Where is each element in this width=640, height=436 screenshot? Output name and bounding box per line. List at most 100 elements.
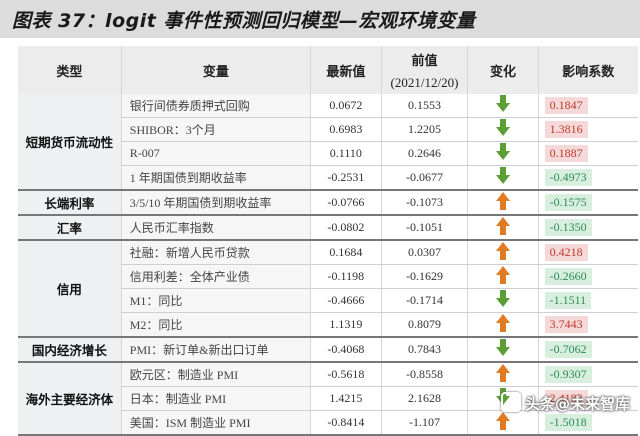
group-label: 短期货币流动性 xyxy=(18,94,122,191)
change-cell xyxy=(467,264,539,289)
prev-value: -1.107 xyxy=(380,410,468,436)
watermark-text: 头条@未来智库 xyxy=(524,395,630,413)
variable-cell: 人民币汇率指数 xyxy=(120,215,311,241)
variable-cell: M2：同比 xyxy=(120,312,311,338)
change-cell xyxy=(467,94,539,118)
change-cell xyxy=(467,190,539,216)
arrow-up-icon xyxy=(495,364,510,382)
impact-cell: 0.1847 xyxy=(537,94,638,118)
latest-value: -0.2531 xyxy=(310,165,382,191)
variable-cell: M1：同比 xyxy=(120,288,311,313)
arrow-down-icon xyxy=(495,167,510,185)
latest-value: 1.4215 xyxy=(310,386,382,411)
table-row: R-007 0.1110 0.2646 0.1887 xyxy=(18,141,638,166)
impact-value: -0.4973 xyxy=(544,169,592,186)
variable-cell: 信用利差：全体产业债 xyxy=(120,264,311,289)
impact-cell: -0.7062 xyxy=(537,337,638,363)
latest-value: -0.0802 xyxy=(310,215,382,241)
change-cell xyxy=(467,410,539,436)
impact-value: 2.4183 xyxy=(544,390,588,407)
prev-value: 0.1553 xyxy=(380,94,468,118)
latest-value: 0.0672 xyxy=(310,94,382,118)
prev-value: 1.2205 xyxy=(380,117,468,142)
latest-value: 0.1110 xyxy=(310,141,382,166)
prev-value: -0.1051 xyxy=(380,215,468,241)
variable-cell: R-007 xyxy=(120,141,311,166)
table-row: 长端利率 3/5/10 年期国债到期收益率 -0.0766 -0.1073 -0.157… xyxy=(18,190,638,216)
arrow-up-icon xyxy=(495,242,510,260)
variable-cell: 1 年期国债到期收益率 xyxy=(120,165,311,191)
impact-value: 0.4218 xyxy=(544,244,588,261)
variable-cell: 银行间债券质押式回购 xyxy=(120,94,311,118)
header-prev: 前值 (2021/12/20) xyxy=(380,46,468,94)
impact-cell: -0.2660 xyxy=(537,264,638,289)
arrow-up-icon xyxy=(495,314,510,332)
impact-value: 3.7443 xyxy=(544,316,588,333)
arrow-up-icon xyxy=(495,192,510,210)
variable-cell: 美国：ISM 制造业 PMI xyxy=(120,410,311,436)
impact-cell: -1.1511 xyxy=(537,288,638,313)
arrow-up-icon xyxy=(495,266,510,284)
prev-value: -0.1714 xyxy=(380,288,468,313)
latest-value: -0.1198 xyxy=(310,264,382,289)
prev-value: -0.1073 xyxy=(380,190,468,216)
figure-title: 图表 37：logit 事件性预测回归模型—宏观环境变量 xyxy=(12,10,476,32)
variable-cell: 日本：制造业 PMI xyxy=(120,386,311,411)
impact-cell: 0.4218 xyxy=(537,240,638,265)
header-type: 类型 xyxy=(18,46,122,94)
impact-cell: -0.4973 xyxy=(537,165,638,191)
impact-cell: -1.5018 xyxy=(537,410,638,436)
table-row: M2：同比 1.1319 0.8079 3.7443 xyxy=(18,312,638,338)
latest-value: -0.4666 xyxy=(310,288,382,313)
impact-cell: -0.1575 xyxy=(537,190,638,216)
arrow-down-icon xyxy=(495,290,510,308)
group-label: 汇率 xyxy=(18,215,122,241)
table-row: SHIBOR：3个月 0.6983 1.2205 1.3816 xyxy=(18,117,638,142)
variable-cell: 欧元区：制造业 PMI xyxy=(120,362,311,387)
impact-value: 0.1847 xyxy=(544,97,588,114)
table-row: 海外主要经济体 欧元区：制造业 PMI -0.5618 -0.8558 -0.9307 xyxy=(18,362,638,436)
latest-value: 0.1684 xyxy=(310,240,382,265)
header-change: 变化 xyxy=(467,46,539,94)
header-prev-label: 前值 xyxy=(411,53,438,69)
header-impact: 影响系数 xyxy=(537,46,638,94)
prev-value: -0.8558 xyxy=(380,362,468,387)
impact-value: -0.7062 xyxy=(544,341,592,358)
impact-value: -0.9307 xyxy=(544,366,592,383)
header-latest: 最新值 xyxy=(310,46,382,94)
change-cell xyxy=(467,165,539,191)
impact-cell: 0.1887 xyxy=(537,141,638,166)
impact-cell: 3.7443 xyxy=(537,312,638,338)
impact-value: 1.3816 xyxy=(544,121,588,138)
latest-value: -0.4068 xyxy=(310,337,382,363)
group-label: 海外主要经济体 xyxy=(18,362,122,436)
change-cell xyxy=(467,141,539,166)
prev-value: 0.2646 xyxy=(380,141,468,166)
change-cell xyxy=(467,240,539,265)
variable-cell: 社融：新增人民币贷款 xyxy=(120,240,311,265)
table-body: 短期货币流动性 银行间债券质押式回购 0.0672 0.1553 0.1847 SHIBO… xyxy=(18,94,638,436)
change-cell xyxy=(467,337,539,363)
change-cell xyxy=(467,362,539,387)
watermark-logo-icon xyxy=(500,392,521,412)
impact-cell: -0.9307 xyxy=(537,362,638,387)
table-row: 信用 社融：新增人民币贷款 0.1684 0.0307 0.4218 xyxy=(18,240,638,338)
table-row: 短期货币流动性 银行间债券质押式回购 0.0672 0.1553 0.1847 xyxy=(18,94,638,191)
group-label: 国内经济增长 xyxy=(18,337,122,363)
arrow-down-icon xyxy=(495,119,510,137)
change-cell xyxy=(467,117,539,142)
change-cell xyxy=(467,288,539,313)
regression-table: 类型 变量 最新值 前值 (2021/12/20) 变化 影响系数 短期货币流动… xyxy=(18,46,638,436)
change-cell xyxy=(467,215,539,241)
group-label: 信用 xyxy=(18,240,122,338)
prev-value: -0.0677 xyxy=(380,165,468,191)
impact-cell: 1.3816 xyxy=(537,117,638,142)
table-row: 信用利差：全体产业债 -0.1198 -0.1629 -0.2660 xyxy=(18,264,638,289)
prev-value: -0.1629 xyxy=(380,264,468,289)
arrow-down-icon xyxy=(495,143,510,161)
latest-value: 0.6983 xyxy=(310,117,382,142)
variable-cell: 3/5/10 年期国债到期收益率 xyxy=(120,190,311,216)
latest-value: -0.8414 xyxy=(310,410,382,436)
table-row: 汇率 人民币汇率指数 -0.0802 -0.1051 -0.1350 xyxy=(18,215,638,241)
table-row: M1：同比 -0.4666 -0.1714 -1.1511 xyxy=(18,288,638,313)
